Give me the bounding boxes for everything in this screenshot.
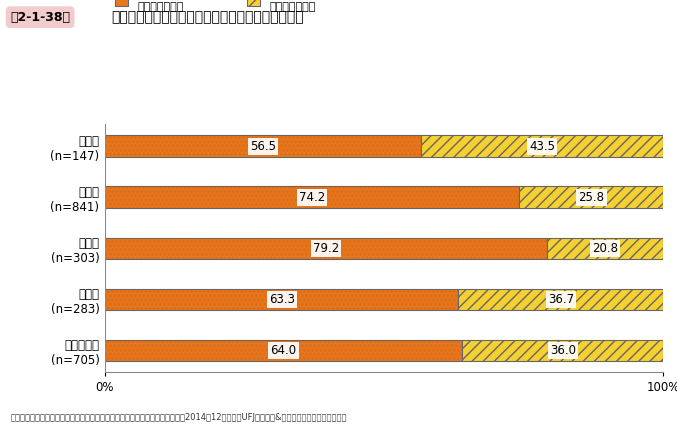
- Legend: 新商品・サービスの
開発・提供あり, 新商品・サービスの
開発・提供なし: 新商品・サービスの 開発・提供あり, 新商品・サービスの 開発・提供なし: [110, 0, 333, 16]
- Text: 第2-1-38図: 第2-1-38図: [10, 11, 70, 24]
- Bar: [420, 135, 663, 157]
- Text: 56.5: 56.5: [250, 140, 276, 153]
- Bar: [105, 340, 462, 361]
- Bar: [105, 288, 458, 310]
- Bar: [105, 187, 519, 208]
- Bar: [105, 135, 420, 157]
- Text: 25.8: 25.8: [578, 191, 605, 204]
- Bar: [105, 135, 420, 157]
- Bar: [458, 288, 663, 310]
- Bar: [105, 340, 462, 361]
- Bar: [519, 187, 663, 208]
- Text: 36.0: 36.0: [550, 344, 576, 357]
- Bar: [105, 187, 519, 208]
- Text: 20.8: 20.8: [592, 242, 618, 255]
- Bar: [105, 238, 547, 259]
- Text: 63.3: 63.3: [269, 293, 294, 306]
- Bar: [547, 238, 663, 259]
- Text: 79.2: 79.2: [313, 242, 339, 255]
- Text: 74.2: 74.2: [299, 191, 325, 204]
- Text: 43.5: 43.5: [529, 140, 555, 153]
- Bar: [105, 238, 547, 259]
- Bar: [462, 340, 663, 361]
- Text: 36.7: 36.7: [548, 293, 574, 306]
- Text: 資料：中小企業庁委託「「市場開拓」と「新たな取り組み」に関する調査」（2014年12月、三菱UFJリサーチ&コンサルティング株式会社）: 資料：中小企業庁委託「「市場開拓」と「新たな取り組み」に関する調査」（2014年…: [10, 413, 347, 422]
- Text: 64.0: 64.0: [271, 344, 297, 357]
- Bar: [105, 288, 458, 310]
- Text: 業種別に見た新商品・新サービスの開発・提供状況: 業種別に見た新商品・新サービスの開発・提供状況: [112, 11, 305, 25]
